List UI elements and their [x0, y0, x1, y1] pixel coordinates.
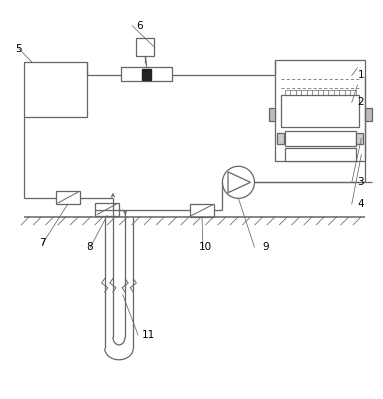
Bar: [285, 131, 355, 146]
Text: 11: 11: [142, 330, 155, 340]
Bar: [142, 69, 151, 80]
Bar: [121, 67, 172, 81]
Text: 8: 8: [87, 242, 93, 252]
Bar: [190, 204, 214, 217]
Bar: [285, 148, 355, 161]
Text: 1: 1: [357, 71, 364, 81]
Bar: [356, 134, 363, 144]
Bar: [56, 191, 80, 204]
Text: 10: 10: [199, 242, 212, 252]
Text: 2: 2: [357, 97, 364, 107]
Text: 5: 5: [15, 44, 22, 54]
Text: 4: 4: [357, 199, 364, 209]
Text: 3: 3: [357, 177, 364, 187]
Text: 7: 7: [39, 238, 46, 249]
Bar: [365, 108, 372, 121]
Bar: [136, 38, 154, 56]
Bar: [95, 203, 119, 215]
Bar: [25, 62, 87, 117]
Bar: [277, 134, 284, 144]
Bar: [268, 108, 275, 121]
Text: 6: 6: [136, 21, 143, 31]
Text: 9: 9: [262, 242, 269, 252]
Bar: [275, 60, 365, 161]
Bar: [281, 95, 359, 127]
